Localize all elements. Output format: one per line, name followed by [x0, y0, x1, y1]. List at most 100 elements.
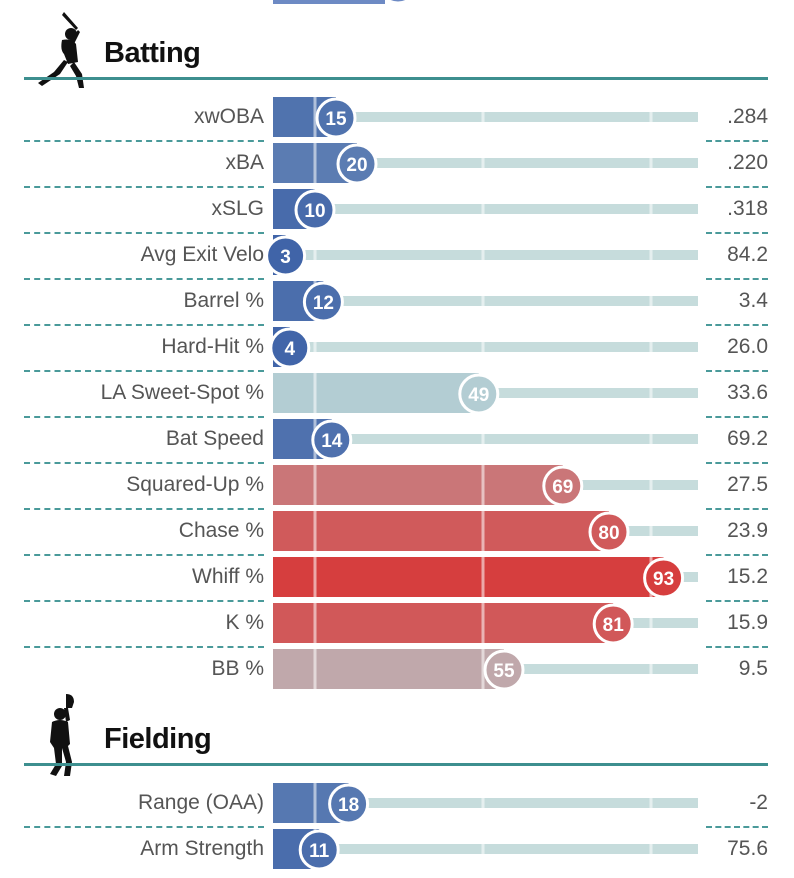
metric-label: LA Sweet-Spot %: [100, 381, 264, 404]
metric-value: .220: [727, 151, 768, 174]
percentile-bar-area: 20: [273, 143, 698, 183]
percentile-label: 55: [493, 661, 515, 682]
percentile-track: [273, 798, 698, 808]
percentile-label: 15: [325, 109, 347, 130]
previous-section-bar: [273, 0, 411, 5]
metric-row: LA Sweet-Spot % 33.6 49: [0, 373, 794, 419]
percentile-label: 3: [280, 247, 291, 268]
percentile-bar-area: 49: [273, 373, 698, 413]
percentile-marker: [643, 557, 685, 597]
percentile-marker: [336, 143, 378, 183]
row-divider: [24, 324, 264, 326]
percentile-track: [273, 342, 698, 352]
percentile-bar-area: 55: [273, 649, 698, 689]
percentile-bar: [273, 603, 614, 643]
row-divider: [24, 554, 264, 556]
percentile-label: 18: [338, 795, 359, 816]
row-divider: [706, 186, 768, 188]
percentile-bar-area: 14: [273, 419, 698, 459]
percentile-marker: [302, 281, 344, 321]
metric-value: 15.9: [727, 611, 768, 634]
row-divider: [24, 508, 264, 510]
row-divider: [24, 278, 264, 280]
metric-row: xwOBA .284 15: [0, 97, 794, 143]
metric-label: Whiff %: [192, 565, 264, 588]
section-rule-batting: [24, 77, 768, 80]
metric-label: Squared-Up %: [126, 473, 264, 496]
percentile-bar: [273, 511, 609, 551]
percentile-track: [273, 434, 698, 444]
metric-row: Barrel % 3.4 12: [0, 281, 794, 327]
percentile-bar: [273, 557, 664, 597]
percentile-track: [273, 296, 698, 306]
metric-label: Barrel %: [183, 289, 264, 312]
percentile-label: 11: [309, 841, 330, 862]
metric-value: 33.6: [727, 381, 768, 404]
metric-value: 15.2: [727, 565, 768, 588]
metric-label: Hard-Hit %: [161, 335, 264, 358]
percentile-marker: [542, 465, 584, 505]
metric-value: 3.4: [738, 289, 768, 312]
row-divider: [706, 370, 768, 372]
percentile-marker: [311, 419, 353, 459]
section-rule-fielding: [24, 763, 768, 766]
percentile-label: 93: [653, 569, 674, 590]
metric-value: 23.9: [727, 519, 768, 542]
metric-label: Arm Strength: [140, 837, 264, 860]
metric-value: .318: [727, 197, 768, 220]
percentile-label: 69: [552, 477, 573, 498]
row-divider: [706, 826, 768, 828]
row-divider: [24, 600, 264, 602]
row-divider: [24, 186, 264, 188]
percentile-bar-area: 4: [269, 327, 698, 367]
row-divider: [706, 416, 768, 418]
percentile-bar-area: 12: [273, 281, 698, 321]
percentile-track: [273, 112, 698, 122]
percentile-marker: [315, 97, 357, 137]
percentile-marker: [483, 649, 525, 689]
metric-label: xBA: [225, 151, 264, 174]
percentile-bar-area: 15: [273, 97, 698, 137]
percentile-label: 4: [285, 339, 296, 360]
percentile-track: [273, 844, 698, 854]
metric-row: Bat Speed 69.2 14: [0, 419, 794, 465]
percentile-bar: [273, 465, 563, 505]
percentile-marker: [458, 373, 500, 413]
row-divider: [24, 462, 264, 464]
metric-row: xSLG .318 10: [0, 189, 794, 235]
metric-label: K %: [225, 611, 264, 634]
percentile-marker: [265, 235, 307, 275]
percentile-marker: [588, 511, 630, 551]
row-divider: [24, 646, 264, 648]
percentile-label: 81: [603, 615, 625, 636]
row-divider: [706, 140, 768, 142]
metric-row: Squared-Up % 27.5 69: [0, 465, 794, 511]
metric-label: Avg Exit Velo: [140, 243, 264, 266]
row-divider: [706, 232, 768, 234]
row-divider: [706, 646, 768, 648]
metric-value: 75.6: [727, 837, 768, 860]
metric-label: xwOBA: [193, 105, 264, 128]
percentile-label: 80: [598, 523, 619, 544]
percentile-bar: [273, 373, 479, 413]
metric-row: K % 15.9 81: [0, 603, 794, 649]
percentile-bar-area: 10: [273, 189, 698, 229]
metric-value: 27.5: [727, 473, 768, 496]
row-divider: [706, 508, 768, 510]
metric-row: Range (OAA) -2 18: [0, 783, 794, 829]
metric-value: 9.5: [738, 657, 768, 680]
percentile-label: 14: [321, 431, 343, 452]
percentile-bar-area: 69: [273, 465, 698, 505]
metric-row: Whiff % 15.2 93: [0, 557, 794, 603]
metric-value: 69.2: [727, 427, 768, 450]
row-divider: [24, 370, 264, 372]
row-divider: [24, 140, 264, 142]
row-divider: [706, 600, 768, 602]
metric-row: Hard-Hit % 26.0 4: [0, 327, 794, 373]
metric-row: Avg Exit Velo 84.2 3: [0, 235, 794, 281]
row-divider: [706, 278, 768, 280]
metric-value: 26.0: [727, 335, 768, 358]
percentile-marker: [269, 327, 311, 367]
percentile-bar-area: 81: [273, 603, 698, 643]
